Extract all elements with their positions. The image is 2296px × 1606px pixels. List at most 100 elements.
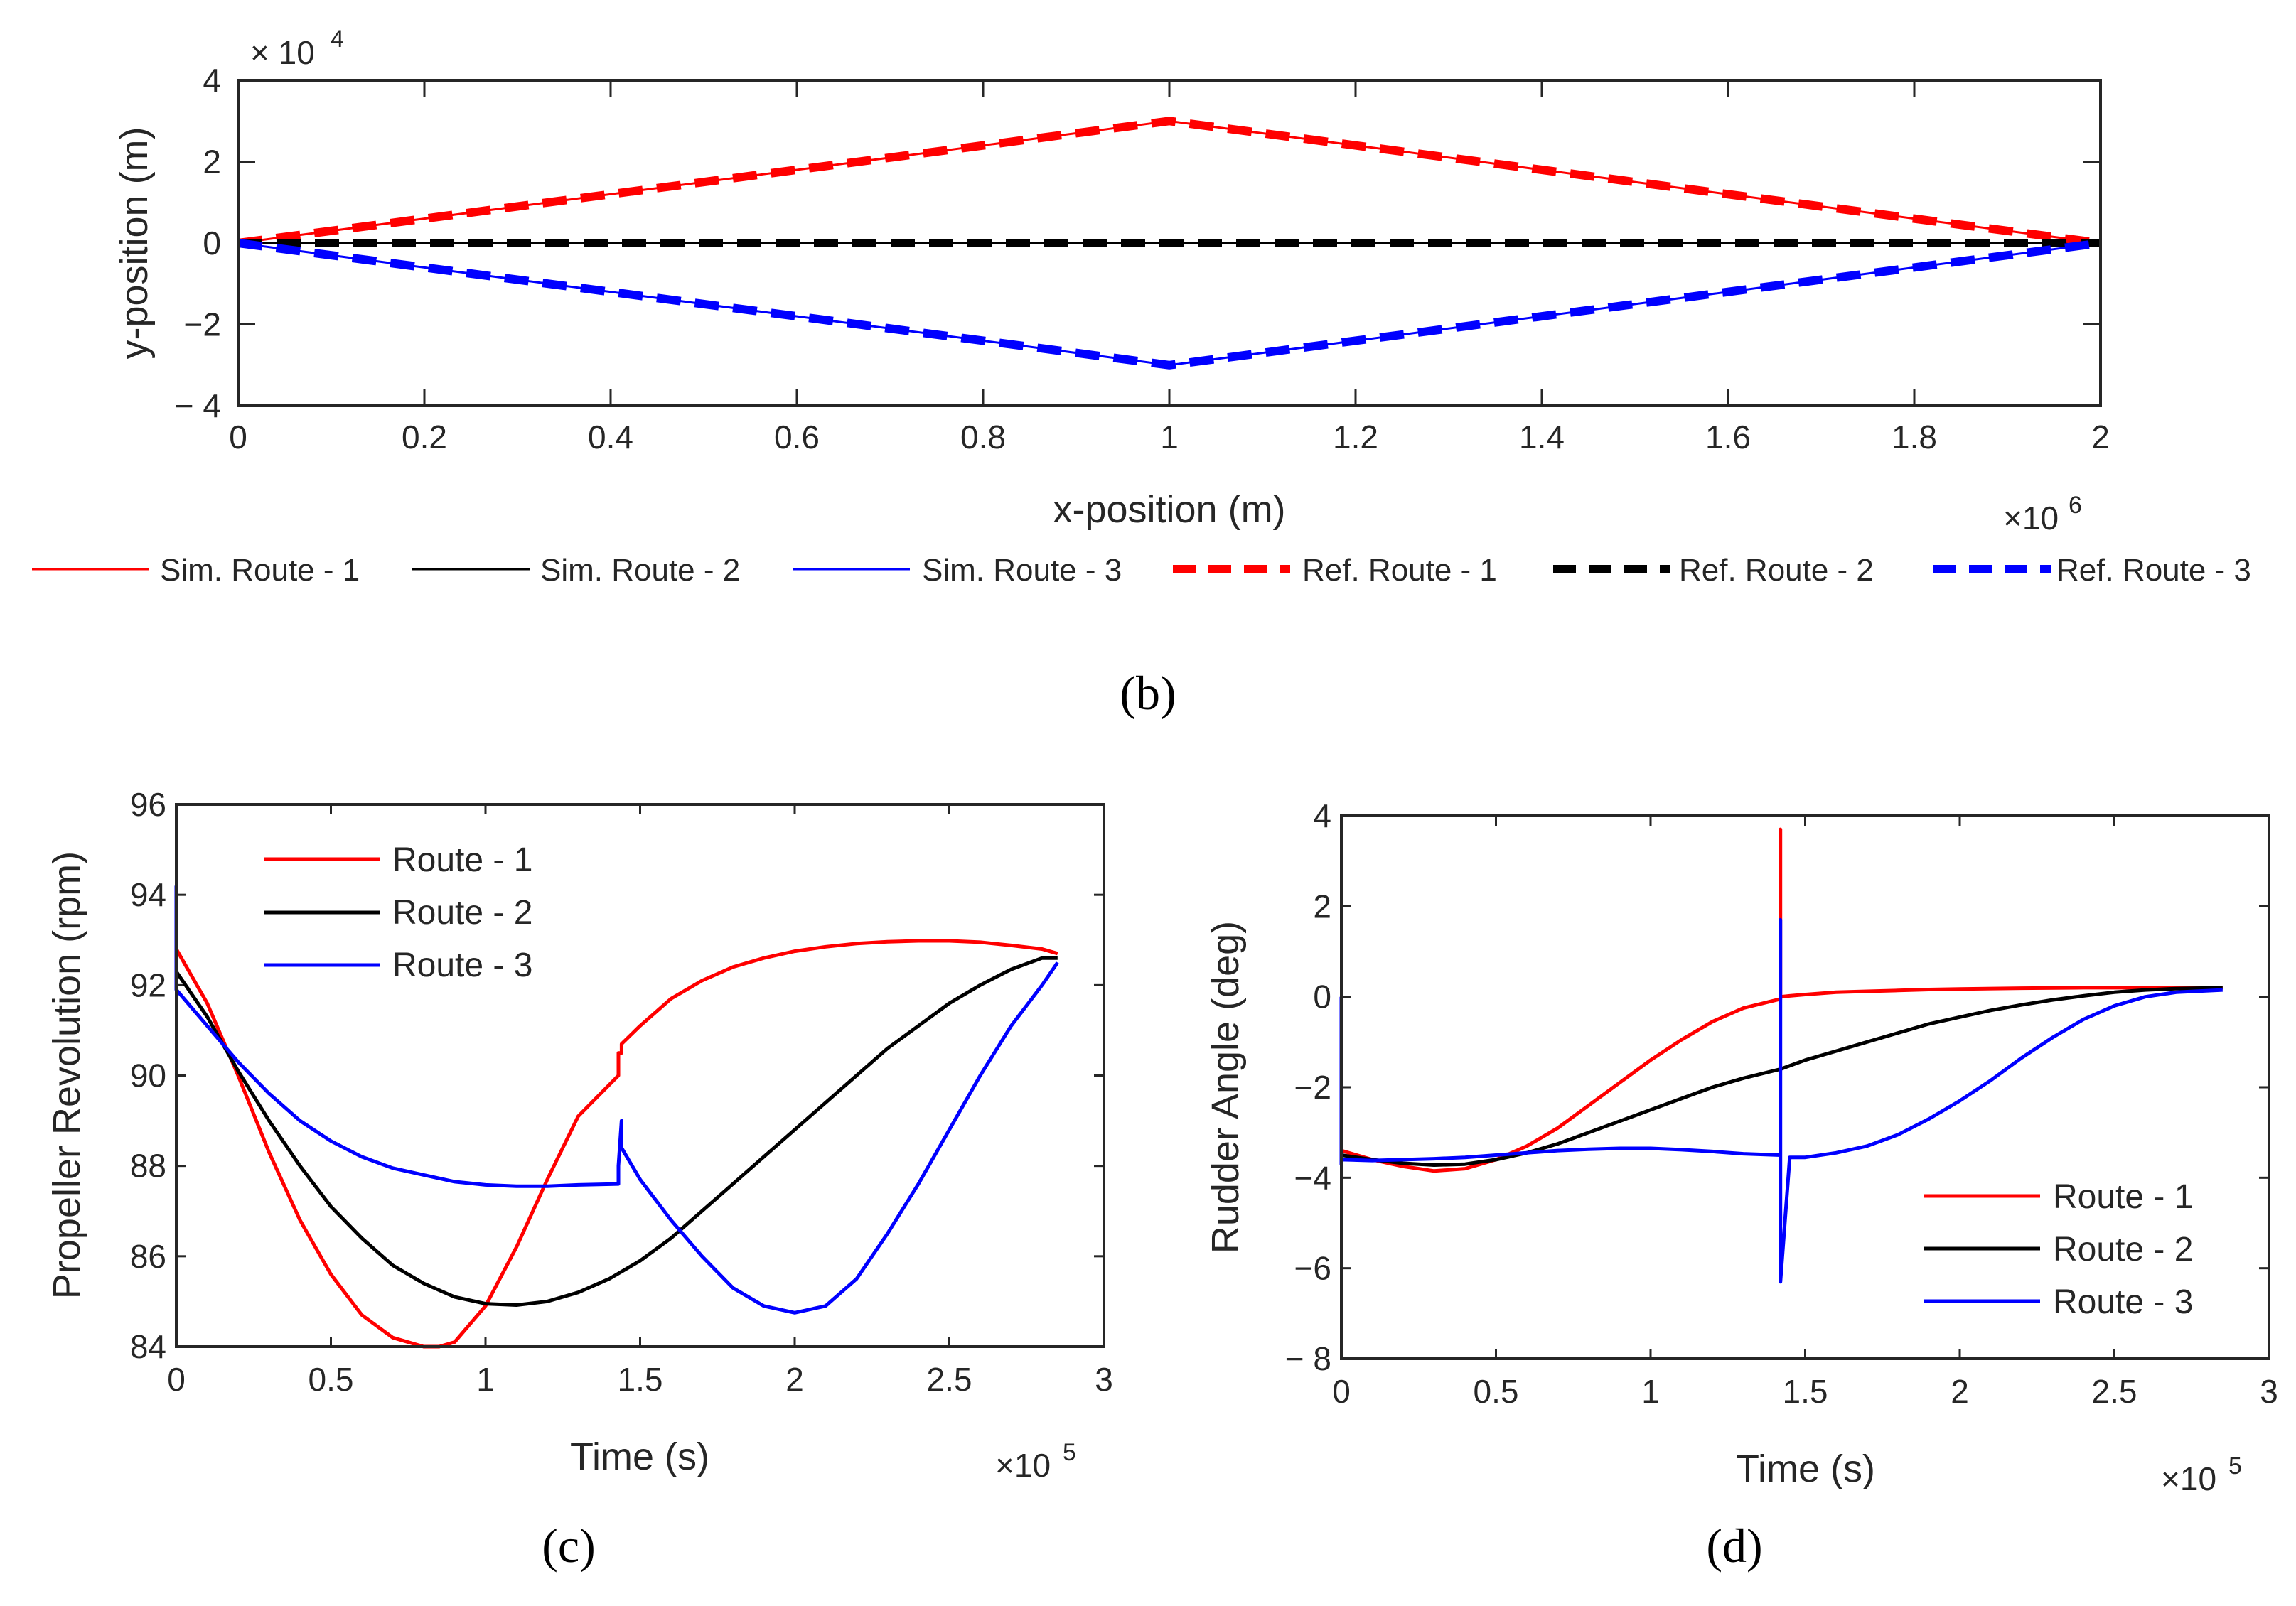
- panel-c-tick-labels: 0 0.5 1 1.5 2 2.5 3 84 86 88 90 92 94 96: [130, 786, 1113, 1398]
- series-line-route-2: [174, 956, 1058, 1307]
- panel-b-caption-text: (b): [1120, 666, 1176, 720]
- panel-b-y-exponent-power: 4: [331, 26, 344, 53]
- y-tick-label: 94: [130, 876, 166, 913]
- y-tick-label: 0: [1313, 979, 1331, 1015]
- x-tick-label: 1.6: [1705, 419, 1751, 456]
- y-tick-label: −2: [1294, 1069, 1331, 1106]
- series-line-route-3: [174, 885, 1059, 1315]
- panel-c-axes-box: [175, 803, 1105, 1348]
- panel-d-legend: Route - 1 Route - 2 Route - 3: [1924, 1178, 2193, 1321]
- x-tick-label: 2: [1951, 1373, 1969, 1410]
- legend-label-route-3: Route - 3: [2053, 1283, 2193, 1321]
- panel-d-plot-area: [1339, 814, 2270, 1360]
- panel-d-caption-text: (d): [1706, 1519, 1762, 1573]
- series-line-route-1: [174, 939, 1058, 1349]
- x-tick-label: 1.5: [618, 1361, 663, 1398]
- axes-frame: [237, 79, 2102, 407]
- series-line-ref-route-1: [237, 117, 2101, 247]
- legend-label-route-1: Route - 1: [2053, 1178, 2193, 1216]
- panel-d-axes-box: [1340, 814, 2270, 1360]
- panel-d-rudder-chart: 0 0.5 1 1.5 2 2.5 3 − 8 −6 −4 −2 0 2 4 Time (s) Rudde…: [1204, 797, 2278, 1573]
- axes-frame: [175, 803, 1105, 1348]
- axes-frame: [1340, 814, 2270, 1360]
- panel-b-y-exponent: × 10 4: [250, 26, 344, 71]
- x-tick-label: 3: [2260, 1373, 2278, 1410]
- x-tick-label: 0: [1332, 1373, 1351, 1410]
- legend-label-ref-route-1: Ref. Route - 1: [1302, 553, 1497, 588]
- panel-b-y-axis-label: y-position (m): [113, 126, 156, 359]
- panel-c-x-exponent: ×10 5: [995, 1439, 1076, 1484]
- legend-label-sim-route-2: Sim. Route - 2: [540, 553, 740, 588]
- y-tick-label: −4: [1294, 1159, 1331, 1196]
- x-tick-label: 0.6: [774, 419, 820, 456]
- y-tick-label: 88: [130, 1148, 166, 1185]
- y-tick-label: 84: [130, 1328, 166, 1365]
- x-tick-label: 0.4: [588, 419, 633, 456]
- y-tick-label: −6: [1294, 1250, 1331, 1287]
- y-tick-label: 92: [130, 966, 166, 1003]
- x-tick-label: 1.2: [1333, 419, 1378, 456]
- legend-label-sim-route-1: Sim. Route - 1: [160, 553, 360, 588]
- panel-c-x-exponent-base: ×10: [995, 1447, 1051, 1484]
- series-line-route-3: [1339, 917, 2223, 1284]
- panel-d-x-exponent-power: 5: [2228, 1453, 2242, 1480]
- y-tick-label: 2: [1313, 888, 1331, 925]
- panel-b-plot-area: [237, 79, 2102, 407]
- y-tick-label: 2: [203, 144, 221, 180]
- y-tick-label: 90: [130, 1057, 166, 1094]
- panel-c-caption-text: (c): [542, 1519, 595, 1573]
- x-tick-label: 2: [2091, 419, 2110, 456]
- panel-c-caption: (c): [542, 1519, 595, 1573]
- y-tick-label: 86: [130, 1238, 166, 1275]
- series-line-ref-route-3: [237, 239, 2101, 370]
- x-tick-label: 0: [167, 1361, 186, 1398]
- panel-b-x-exponent: ×10 6: [2003, 492, 2082, 537]
- y-tick-label: 96: [130, 786, 166, 823]
- y-tick-label: −2: [184, 306, 221, 343]
- x-tick-label: 1: [1641, 1373, 1660, 1410]
- panel-d-x-axis-label: Time (s): [1736, 1448, 1875, 1490]
- panel-c-y-axis-label: Propeller Revolution (rpm): [45, 851, 88, 1299]
- x-tick-label: 2.5: [927, 1361, 972, 1398]
- x-tick-label: 0.5: [1474, 1373, 1519, 1410]
- panel-c-plot-area: [174, 803, 1105, 1349]
- legend-label-ref-route-2: Ref. Route - 2: [1679, 553, 1874, 588]
- panel-d-x-exponent-base: ×10: [2161, 1460, 2216, 1497]
- x-tick-label: 1: [1160, 419, 1179, 456]
- panel-d-tick-labels: 0 0.5 1 1.5 2 2.5 3 − 8 −6 −4 −2 0 2 4: [1285, 797, 2278, 1410]
- panel-d-x-exponent: ×10 5: [2161, 1453, 2242, 1497]
- x-tick-label: 0: [229, 419, 247, 456]
- panel-c-legend: Route - 1 Route - 2 Route - 3: [264, 841, 532, 984]
- x-tick-label: 1.5: [1783, 1373, 1828, 1410]
- panel-b-x-exponent-power: 6: [2069, 492, 2082, 519]
- x-tick-label: 0.5: [309, 1361, 354, 1398]
- panel-b-legend: Sim. Route - 1 Sim. Route - 2 Sim. Route…: [32, 553, 2251, 588]
- panel-b-tick-labels: 0 0.2 0.4 0.6 0.8 1 1.2 1.4 1.6 1.8 2 − 4 −2 0 2 4: [175, 62, 2110, 456]
- panel-b-route-chart: 0 0.2 0.4 0.6 0.8 1 1.2 1.4 1.6 1.8 2 − 4 −2 0 2 4 x-po…: [32, 26, 2251, 720]
- x-tick-label: 3: [1095, 1361, 1113, 1398]
- x-tick-label: 2.5: [2092, 1373, 2137, 1410]
- panel-b-y-exponent-base: × 10: [250, 34, 315, 71]
- legend-label-ref-route-3: Ref. Route - 3: [2056, 553, 2251, 588]
- panel-b-caption: (b): [1120, 666, 1176, 720]
- x-tick-label: 2: [785, 1361, 804, 1398]
- x-tick-label: 0.8: [960, 419, 1006, 456]
- panel-c-propeller-chart: 0 0.5 1 1.5 2 2.5 3 84 86 88 90 92 94 96 Time (s) Pro…: [45, 786, 1113, 1573]
- legend-label-sim-route-3: Sim. Route - 3: [922, 553, 1122, 588]
- panel-c-x-exponent-power: 5: [1063, 1439, 1076, 1466]
- y-tick-label: 4: [203, 62, 221, 99]
- panel-b-x-axis-label: x-position (m): [1053, 488, 1285, 531]
- legend-label-route-3: Route - 3: [392, 947, 532, 984]
- x-tick-label: 1.8: [1892, 419, 1937, 456]
- y-tick-label: − 8: [1285, 1340, 1331, 1377]
- panel-d-y-axis-label: Rudder Angle (deg): [1204, 921, 1247, 1254]
- y-tick-label: 4: [1313, 797, 1331, 834]
- x-tick-label: 1.4: [1519, 419, 1565, 456]
- legend-label-route-2: Route - 2: [2053, 1231, 2193, 1268]
- y-tick-label: − 4: [175, 387, 221, 424]
- x-tick-label: 0.2: [402, 419, 447, 456]
- legend-label-route-2: Route - 2: [392, 894, 532, 932]
- x-tick-label: 1: [476, 1361, 495, 1398]
- panel-d-caption: (d): [1706, 1519, 1762, 1573]
